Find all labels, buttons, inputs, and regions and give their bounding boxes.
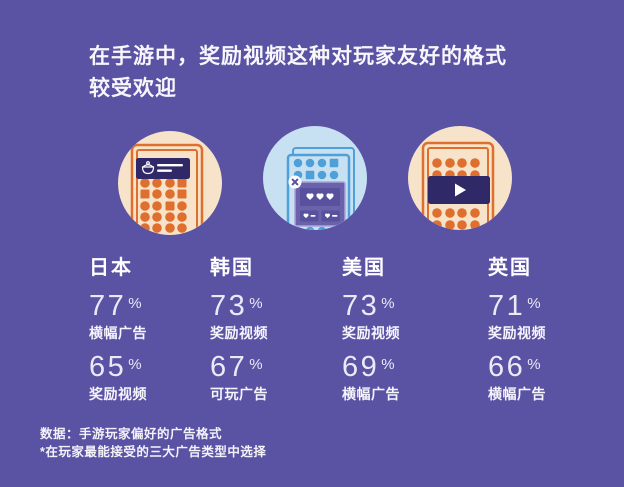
stat-label: 奖励视频 (488, 325, 546, 341)
country-name: 韩国 (210, 257, 254, 279)
percent-sign: % (527, 356, 541, 373)
percent-sign: % (381, 295, 395, 312)
stat-1: 71% 奖励视频 (488, 290, 546, 341)
footnote-line: *在玩家最能接受的三大广告类型中选择 (40, 444, 267, 459)
percent-sign: % (381, 356, 395, 373)
rewarded-video-phone-icon (263, 126, 367, 230)
play-icon (455, 183, 466, 197)
title-line-2: 较受欢迎 (89, 77, 177, 100)
title-line-1: 在手游中，奖励视频这种对玩家友好的格式 (89, 45, 507, 68)
stat-value: 65% (89, 351, 142, 383)
stat-1: 73% 奖励视频 (210, 290, 268, 341)
country-name: 日本 (89, 257, 133, 279)
stat-label: 横幅广告 (89, 325, 147, 341)
stat-label: 奖励视频 (89, 386, 147, 402)
stat-2: 67% 可玩广告 (210, 351, 268, 402)
percent-sign: % (128, 356, 142, 373)
data-source-note: 数据：手游玩家偏好的广告格式 *在玩家最能接受的三大广告类型中选择 (40, 426, 266, 461)
stat-1: 77% 横幅广告 (89, 290, 147, 341)
stat-2: 69% 横幅广告 (342, 351, 400, 402)
stat-value: 77% (89, 290, 142, 322)
stat-label: 横幅广告 (342, 386, 400, 402)
country-column-usa: 美国 73% 奖励视频 69% 横幅广告 (342, 256, 400, 402)
stat-label: 奖励视频 (342, 325, 400, 341)
pot-icon (141, 161, 155, 175)
heart-icons (306, 193, 334, 200)
stat-1: 73% 奖励视频 (342, 290, 400, 341)
close-icon (288, 175, 302, 189)
page-title: 在手游中，奖励视频这种对玩家友好的格式 较受欢迎 (89, 41, 507, 105)
stat-value: 67% (210, 351, 263, 383)
video-ad-phone-graphic (408, 126, 512, 230)
stat-label: 奖励视频 (210, 325, 268, 341)
stat-value: 73% (342, 290, 395, 322)
percent-sign: % (249, 295, 263, 312)
source-line: 数据：手游玩家偏好的广告格式 (40, 427, 223, 441)
stat-value: 73% (210, 290, 263, 322)
stat-value: 71% (488, 290, 541, 322)
percent-sign: % (249, 356, 263, 373)
percent-sign: % (527, 295, 541, 312)
country-name: 美国 (342, 257, 386, 279)
stat-2: 66% 横幅广告 (488, 351, 546, 402)
stat-value: 66% (488, 351, 541, 383)
video-ad-phone-icon (408, 126, 512, 230)
country-column-uk: 英国 71% 奖励视频 66% 横幅广告 (488, 256, 546, 402)
stat-label: 横幅广告 (488, 386, 546, 402)
rewarded-video-phone-graphic (263, 126, 367, 230)
banner-ad-phone-icon (118, 131, 222, 235)
stat-value: 69% (342, 351, 395, 383)
country-column-korea: 韩国 73% 奖励视频 67% 可玩广告 (210, 256, 268, 402)
stat-label: 可玩广告 (210, 386, 268, 402)
country-column-japan: 日本 77% 横幅广告 65% 奖励视频 (89, 256, 147, 402)
banner-ad-phone-graphic (118, 131, 222, 235)
percent-sign: % (128, 295, 142, 312)
stat-2: 65% 奖励视频 (89, 351, 147, 402)
country-name: 英国 (488, 257, 532, 279)
